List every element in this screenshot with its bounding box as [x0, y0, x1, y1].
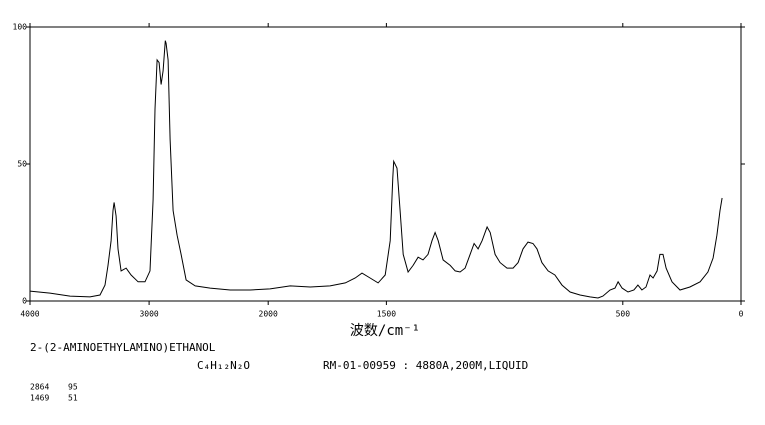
x-tick-label: 2000 — [259, 310, 278, 319]
formula: C₄H₁₂N₂O — [197, 359, 250, 372]
spectrum-line — [29, 40, 723, 299]
x-axis-label: 波数/cm⁻¹ — [350, 323, 420, 339]
reference: RM-01-00959 : 4880A,200M,LIQUID — [323, 359, 528, 372]
y-tick-label: 50 — [17, 160, 27, 169]
compound-name: 2-(2-AMINOETHYLAMINO)ETHANOL — [30, 341, 216, 354]
y-tick-label: 100 — [13, 23, 28, 32]
peak-wavenumber: 1469 — [30, 394, 49, 403]
x-tick-label: 500 — [616, 310, 631, 319]
x-tick-label: 1500 — [377, 310, 396, 319]
x-tick-label: 4000 — [20, 310, 39, 319]
x-tick-label: 0 — [739, 310, 744, 319]
peak-intensity: 95 — [68, 383, 78, 392]
plot-frame — [29, 26, 742, 302]
peak-wavenumber: 2864 — [30, 383, 49, 392]
x-tick-label: 3000 — [139, 310, 158, 319]
y-tick-label: 0 — [22, 297, 27, 306]
peak-intensity: 51 — [68, 394, 78, 403]
